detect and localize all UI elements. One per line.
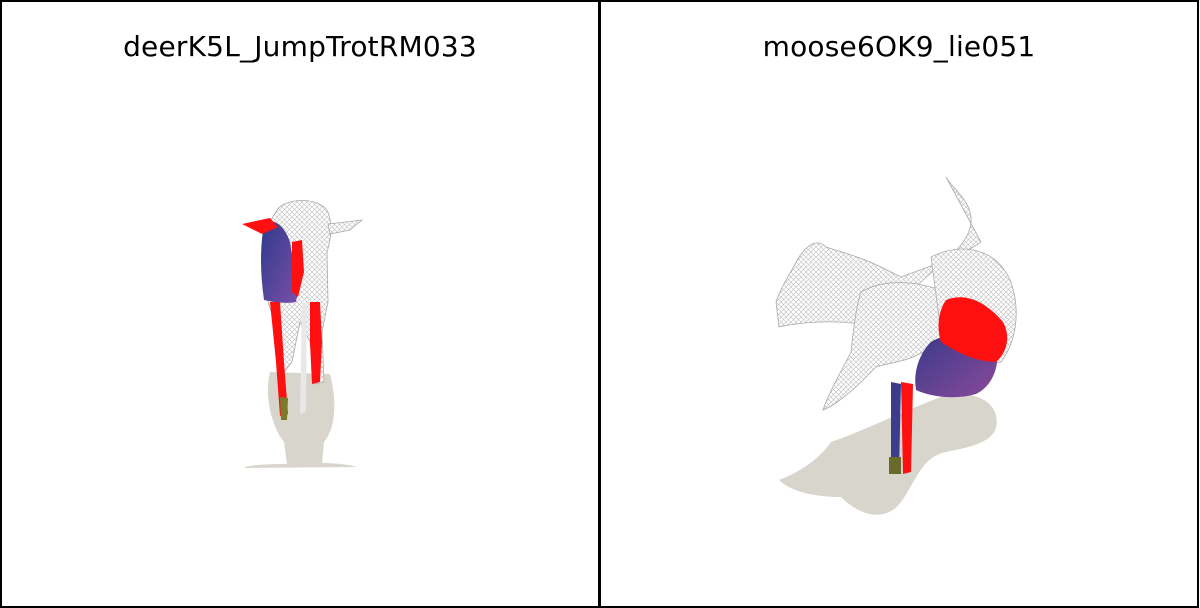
panel-right: moose6OK9_lie051 — [599, 0, 1199, 608]
panel-left: deerK5L_JumpTrotRM033 — [0, 0, 600, 608]
deer-shadow — [244, 372, 357, 468]
panel-title: moose6OK9_lie051 — [762, 30, 1036, 63]
panel-title: deerK5L_JumpTrotRM033 — [123, 30, 477, 63]
deer-render — [242, 200, 364, 468]
deer-surface — [242, 218, 322, 420]
moose-shadow — [779, 394, 997, 515]
moose-surface — [889, 297, 1008, 474]
moose-render — [775, 176, 1017, 515]
